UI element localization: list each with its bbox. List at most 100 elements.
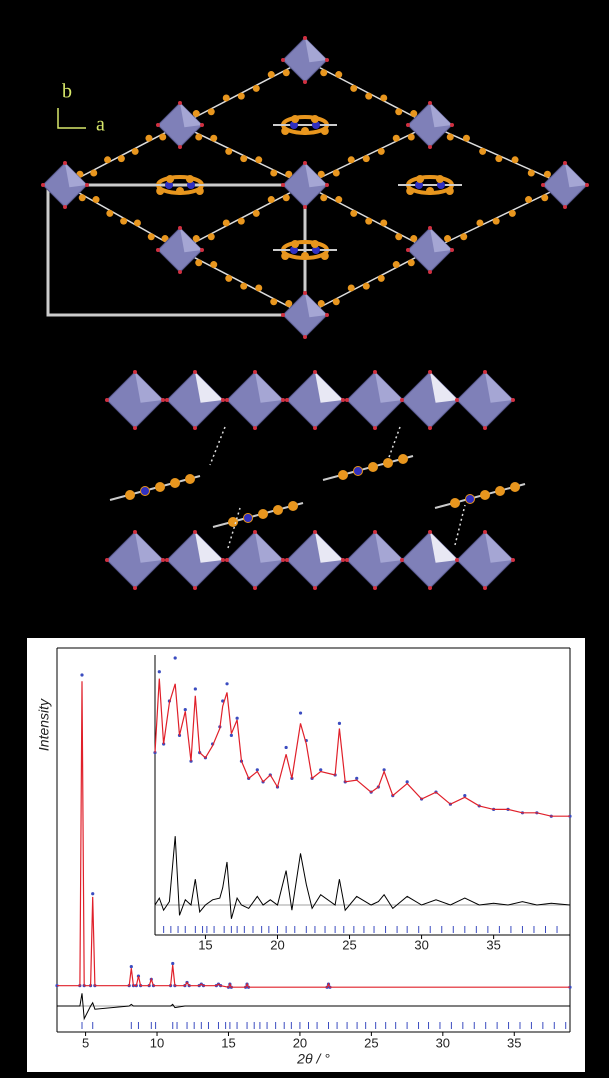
- carbon-atom: [350, 85, 357, 92]
- carbon-atom: [253, 210, 260, 217]
- oxygen-atom: [563, 161, 567, 165]
- oxygen-atom: [133, 530, 137, 534]
- oxygen-atom: [563, 205, 567, 209]
- x-tick-label: 15: [198, 937, 212, 952]
- carbon-atom: [270, 170, 277, 177]
- oxygen-atom: [193, 426, 197, 430]
- oxygen-atom: [450, 248, 454, 252]
- x-tick-label: 30: [436, 1035, 450, 1050]
- carbon-atom: [368, 462, 378, 472]
- carbon-atom: [393, 261, 400, 268]
- oxygen-atom: [313, 586, 317, 590]
- oxygen-atom: [105, 558, 109, 562]
- oxygen-atom: [341, 398, 345, 402]
- carbon-atom: [120, 218, 127, 225]
- carbon-atom: [166, 175, 174, 183]
- carbon-atom: [285, 300, 292, 307]
- carbon-atom: [321, 127, 329, 135]
- oxygen-atom: [253, 370, 257, 374]
- carbon-atom: [193, 110, 200, 117]
- carbon-atom: [318, 300, 325, 307]
- oxygen-atom: [428, 270, 432, 274]
- oxygen-atom: [585, 183, 589, 187]
- oxygen-atom: [85, 183, 89, 187]
- observed-point: [184, 708, 187, 711]
- carbon-atom: [156, 187, 164, 195]
- carbon-atom: [186, 175, 194, 183]
- oxygen-atom: [105, 398, 109, 402]
- carbon-atom: [106, 210, 113, 217]
- carbon-atom: [333, 170, 340, 177]
- oxygen-atom: [178, 145, 182, 149]
- oxygen-atom: [303, 335, 307, 339]
- oxygen-atom: [161, 398, 165, 402]
- oxygen-atom: [178, 226, 182, 230]
- x-tick-label: 35: [486, 937, 500, 952]
- carbon-atom: [225, 148, 232, 155]
- oxygen-atom: [455, 558, 459, 562]
- carbon-atom: [291, 115, 299, 123]
- carbon-atom: [118, 155, 125, 162]
- carbon-atom: [447, 134, 454, 141]
- carbon-atom: [525, 196, 532, 203]
- carbon-atom: [240, 283, 247, 290]
- oxygen-atom: [178, 270, 182, 274]
- carbon-atom: [255, 156, 262, 163]
- oxygen-atom: [221, 558, 225, 562]
- carbon-atom: [301, 127, 309, 135]
- page: { "structure": {"axis_labels": ["b", "a"…: [0, 0, 609, 1078]
- carbon-atom: [333, 298, 340, 305]
- carbon-atom: [450, 498, 460, 508]
- oxygen-atom: [373, 530, 377, 534]
- carbon-atom: [426, 187, 434, 195]
- oxygen-atom: [455, 398, 459, 402]
- oxygen-atom: [156, 123, 160, 127]
- observed-point: [285, 746, 288, 749]
- carbon-atom: [145, 135, 152, 142]
- carbon-atom: [410, 235, 417, 242]
- carbon-atom: [321, 252, 329, 260]
- x-tick-label: 35: [507, 1035, 521, 1050]
- carbon-atom: [155, 482, 165, 492]
- oxygen-atom: [63, 161, 67, 165]
- oxygen-atom: [133, 370, 137, 374]
- carbon-atom: [460, 233, 467, 240]
- oxygen-atom: [165, 558, 169, 562]
- oxygen-atom: [341, 558, 345, 562]
- observed-point: [130, 965, 133, 968]
- oxygen-atom: [428, 101, 432, 105]
- oxygen-atom: [313, 530, 317, 534]
- carbon-atom: [253, 85, 260, 92]
- carbon-atom: [134, 219, 141, 226]
- carbon-atom: [383, 458, 393, 468]
- carbon-atom: [463, 135, 470, 142]
- x-tick-label: 5: [82, 1035, 89, 1050]
- carbon-atom: [148, 233, 155, 240]
- oxygen-atom: [41, 183, 45, 187]
- observed-point: [174, 656, 177, 659]
- oxygen-atom: [313, 370, 317, 374]
- oxygen-atom: [400, 398, 404, 402]
- carbon-atom: [512, 156, 519, 163]
- oxygen-atom: [161, 558, 165, 562]
- oxygen-atom: [281, 313, 285, 317]
- oxygen-atom: [281, 558, 285, 562]
- carbon-atom: [185, 474, 195, 484]
- carbon-atom: [320, 69, 327, 76]
- carbon-atom: [210, 261, 217, 268]
- carbon-atom: [125, 490, 135, 500]
- x-tick-label: 20: [293, 1035, 307, 1050]
- carbon-atom: [225, 275, 232, 282]
- oxygen-atom: [303, 161, 307, 165]
- carbon-atom: [238, 93, 245, 100]
- carbon-atom: [223, 219, 230, 226]
- oxygen-atom: [406, 248, 410, 252]
- axis-label-b: b: [62, 81, 72, 103]
- oxygen-atom: [428, 370, 432, 374]
- carbon-atom: [132, 148, 139, 155]
- carbon-atom: [495, 486, 505, 496]
- carbon-atom: [291, 240, 299, 248]
- oxygen-atom: [428, 586, 432, 590]
- oxygen-atom: [133, 426, 137, 430]
- oxygen-atom: [345, 558, 349, 562]
